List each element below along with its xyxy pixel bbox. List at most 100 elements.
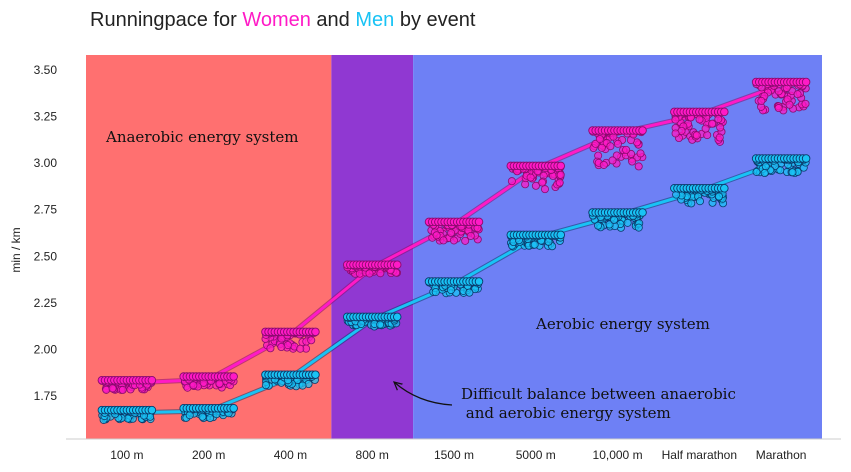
data-point: [296, 344, 305, 353]
chart-title: Runningpace for Women and Men by event: [90, 9, 476, 31]
anaerobic-label: Anaerobic energy system: [105, 128, 299, 146]
data-point: [720, 107, 729, 117]
data-point: [206, 414, 215, 423]
data-point: [530, 240, 539, 249]
x-tick-label: 1500 m: [434, 448, 474, 462]
data-point: [760, 169, 769, 178]
data-point: [628, 157, 637, 166]
data-point: [599, 160, 608, 169]
aerobic-label: Aerobic energy system: [535, 315, 710, 333]
cluster-men-8: [751, 154, 811, 178]
data-point: [461, 236, 470, 245]
title-suffix: by event: [394, 9, 476, 31]
cluster-women-8: [751, 77, 811, 115]
title-men: Men: [355, 9, 394, 31]
data-point: [634, 223, 643, 232]
data-point: [622, 145, 631, 154]
region-aerobic: [413, 55, 822, 439]
cluster-women-7: [670, 107, 729, 146]
data-point: [671, 115, 680, 124]
data-point: [692, 131, 701, 140]
cluster-men-0: [97, 405, 157, 424]
data-point: [556, 230, 566, 240]
data-point: [215, 379, 224, 388]
data-point: [118, 385, 127, 394]
data-point: [695, 197, 704, 206]
data-point: [556, 161, 566, 171]
data-point: [708, 119, 717, 128]
data-point: [555, 178, 564, 187]
data-point: [198, 412, 207, 421]
x-axis-ticks: 100 m 200 m 400 m 800 m 1500 m 5000 m 10,000 m…: [110, 448, 806, 462]
title-and: and: [311, 9, 355, 31]
cluster-women-4: [424, 217, 484, 245]
data-point: [446, 286, 455, 295]
data-point: [556, 170, 565, 179]
data-point: [774, 104, 783, 113]
cluster-men-4: [424, 277, 484, 298]
y-axis-ticks: 1.75 2.00 2.25 2.50 2.75 3.00 3.25 3.50: [34, 63, 58, 403]
cluster-men-2: [261, 370, 320, 391]
cluster-men-1: [179, 403, 238, 423]
y-tick-label: 2.25: [34, 296, 58, 310]
data-point: [189, 381, 198, 390]
cluster-women-1: [179, 372, 238, 392]
data-point: [298, 381, 307, 390]
data-point: [752, 167, 761, 176]
data-point: [147, 376, 157, 385]
data-point: [801, 77, 811, 87]
data-point: [531, 181, 540, 190]
data-point: [376, 320, 385, 329]
data-point: [540, 185, 549, 194]
data-point: [701, 124, 710, 133]
title-prefix: Runningpace for: [90, 9, 242, 31]
cluster-men-7: [670, 184, 729, 208]
x-tick-label: 800 m: [356, 448, 389, 462]
data-point: [261, 381, 270, 390]
data-point: [311, 327, 320, 337]
data-point: [594, 221, 603, 230]
x-tick-label: Marathon: [756, 448, 807, 462]
data-point: [449, 236, 458, 245]
y-tick-label: 1.75: [34, 389, 58, 403]
data-point: [277, 343, 286, 352]
data-point: [638, 126, 647, 135]
data-point: [597, 143, 606, 152]
data-point: [474, 277, 484, 286]
data-point: [431, 288, 440, 297]
cluster-women-3: [342, 260, 402, 278]
data-point: [447, 228, 456, 237]
data-point: [774, 87, 783, 96]
data-point: [283, 341, 292, 350]
cluster-women-0: [97, 376, 157, 394]
title-women: Women: [242, 9, 311, 31]
x-tick-label: 100 m: [110, 448, 143, 462]
data-point: [761, 162, 770, 171]
data-point: [801, 99, 810, 108]
data-point: [612, 151, 621, 160]
data-point: [793, 90, 802, 99]
data-point: [108, 384, 117, 393]
data-point: [266, 344, 275, 353]
x-tick-label: Half marathon: [662, 448, 737, 462]
data-point: [610, 215, 619, 224]
data-point: [376, 269, 385, 278]
data-point: [432, 231, 441, 240]
data-point: [703, 131, 712, 140]
x-tick-label: 400 m: [274, 448, 307, 462]
data-points: [97, 77, 811, 424]
data-point: [801, 154, 811, 163]
data-point: [311, 370, 320, 379]
data-point: [229, 403, 238, 413]
data-point: [788, 168, 797, 177]
data-point: [526, 173, 535, 182]
cluster-men-3: [342, 312, 402, 331]
data-point: [671, 129, 680, 138]
data-point: [307, 336, 316, 345]
balance-label-line1: Difficult balance between anaerobic: [461, 385, 736, 403]
data-point: [757, 96, 766, 105]
data-point: [466, 231, 475, 240]
y-tick-label: 3.50: [34, 63, 58, 77]
x-tick-label: 5000 m: [516, 448, 556, 462]
y-tick-label: 3.00: [34, 156, 58, 170]
